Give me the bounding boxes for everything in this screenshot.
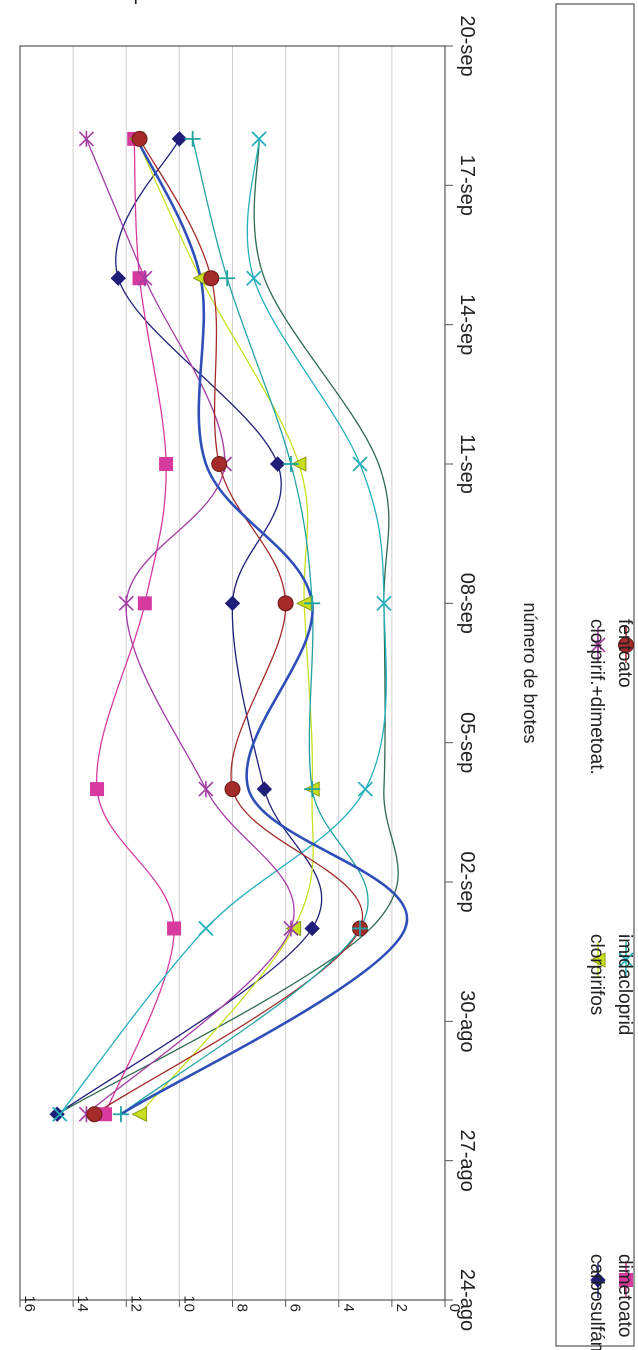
data-point-metamid.+alfaciperm. — [304, 595, 321, 612]
x-tick-label: 24-ago — [456, 1269, 478, 1331]
series-line-clorpirif.+dimetoat. — [85, 138, 295, 1115]
y-axis-ticks: 0 2 4 6 8 10 12 14 16 — [19, 1295, 463, 1312]
legend-label: metamid.+alfaciperm. — [0, 0, 182, 5]
legend-label: clorpirif.+dimetoat. — [586, 619, 607, 775]
data-point-dimetoato — [132, 271, 147, 286]
x-tick-label: 17-sep — [456, 155, 478, 216]
x-tick-label: 11-sep — [456, 434, 478, 494]
y-tick-label: 2 — [393, 1304, 410, 1312]
y-axis-label: número de brotes — [520, 602, 540, 743]
legend-item: clorpirif.+dimetoat. — [586, 619, 607, 775]
legend-label: fentoato — [614, 619, 635, 688]
data-point-imidacloprid — [52, 1106, 68, 1122]
legend-label: carbosulfán — [586, 1254, 607, 1350]
data-point-carbosulfán — [171, 131, 188, 147]
legend-box — [555, 3, 635, 1347]
data-point-clorpirifos — [131, 1106, 148, 1123]
legend-item: clorpirifos — [586, 934, 607, 1015]
data-point-imidacloprid — [357, 781, 373, 797]
series-line-imidacloprid — [59, 138, 387, 1115]
x-tick-label: 05-sep — [456, 712, 478, 773]
data-point-carbosulfán — [269, 456, 286, 472]
x-tick-label: 30-ago — [456, 990, 478, 1052]
data-point-carbosulfán — [304, 920, 320, 937]
data-point-imidacloprid — [198, 920, 214, 937]
legend-item: carbosulfán — [586, 1254, 607, 1350]
x-tick-label: 20-sep — [456, 15, 478, 76]
legend-swatch-marker — [618, 952, 634, 968]
data-point-metamid.+alfaciperm. — [184, 130, 201, 147]
data-point-fentoato — [203, 270, 220, 287]
data-point-metamid.+alfaciperm. — [219, 270, 236, 287]
data-point-fentoato — [224, 781, 241, 798]
data-point-metamid.+alfaciperm. — [112, 1106, 129, 1123]
data-point-carbosulfán — [224, 595, 241, 612]
series-markers — [49, 130, 392, 1123]
data-point-dimetoato — [137, 596, 152, 611]
legend-label: clorpirifos — [586, 934, 607, 1015]
data-point-clorpirif.+dimetoat. — [198, 781, 214, 798]
y-tick-label: 10 — [180, 1295, 197, 1312]
x-axis-ticks: 24-ago 27-ago 30-ago 02-sep 05-sep 08-sep 11-s… — [445, 15, 478, 1331]
data-point-clorpirif.+dimetoat. — [118, 595, 134, 612]
y-tick-label: 4 — [340, 1304, 357, 1312]
y-tick-label: 16 — [21, 1295, 38, 1312]
legend-item: metamidofos — [0, 0, 109, 5]
legend-swatch-marker — [590, 637, 606, 653]
legend-item: metamid.+alfaciperm. — [0, 0, 182, 5]
data-point-metamid.+alfaciperm. — [282, 456, 299, 472]
data-point-clorpirif.+dimetoat. — [283, 920, 299, 937]
data-point-fentoato — [86, 1106, 103, 1123]
legend-swatch-marker — [589, 952, 606, 968]
x-tick-label: 08-sep — [456, 573, 478, 634]
data-point-imidacloprid — [352, 456, 368, 472]
legend-label: metamidofos — [0, 0, 109, 5]
legend-swatch-marker — [619, 1273, 633, 1287]
legend-item: imidacloprid — [614, 934, 635, 1035]
y-tick-label: 0 — [446, 1304, 463, 1312]
data-point-fentoato — [131, 130, 148, 147]
x-tick-label: 02-sep — [456, 851, 478, 912]
y-tick-label: 8 — [234, 1304, 251, 1312]
y-tick-label: 12 — [127, 1295, 144, 1312]
y-tick-label: 14 — [74, 1295, 91, 1312]
data-point-dimetoato — [167, 921, 182, 936]
data-point-dimetoato — [90, 782, 105, 797]
data-point-fentoato — [211, 456, 228, 472]
data-point-imidacloprid — [251, 131, 267, 147]
legend-item: fentoato — [614, 619, 635, 688]
series-line-metamidofos — [120, 138, 409, 1116]
legend-label: dimetoato — [614, 1254, 635, 1337]
data-point-clorpirif.+dimetoat. — [78, 130, 94, 147]
gridlines — [72, 46, 393, 1300]
data-point-imidacloprid — [376, 595, 392, 611]
x-tick-label: 14-sep — [456, 294, 478, 355]
data-point-metamid.+alfaciperm. — [304, 781, 321, 798]
data-point-imidacloprid — [246, 270, 262, 286]
legend-label: imidacloprid — [614, 934, 635, 1035]
series-line-metamid.+alfaciperm. — [120, 138, 369, 1115]
legend-swatch-marker — [590, 1272, 606, 1288]
x-tick-label: 27-ago — [456, 1130, 478, 1192]
data-point-carbosulfán — [256, 781, 273, 797]
series-line-fentoato — [94, 138, 364, 1115]
data-point-metamid.+alfaciperm. — [352, 920, 368, 937]
data-point-clorpirif.+dimetoat. — [137, 270, 153, 287]
legend-item: dimetoato — [614, 1254, 635, 1337]
data-point-dimetoato — [159, 457, 174, 471]
legend-swatch-marker — [618, 637, 634, 653]
data-point-fentoato — [277, 595, 294, 612]
y-tick-label: 6 — [287, 1304, 304, 1312]
data-point-carbosulfán — [110, 270, 126, 286]
